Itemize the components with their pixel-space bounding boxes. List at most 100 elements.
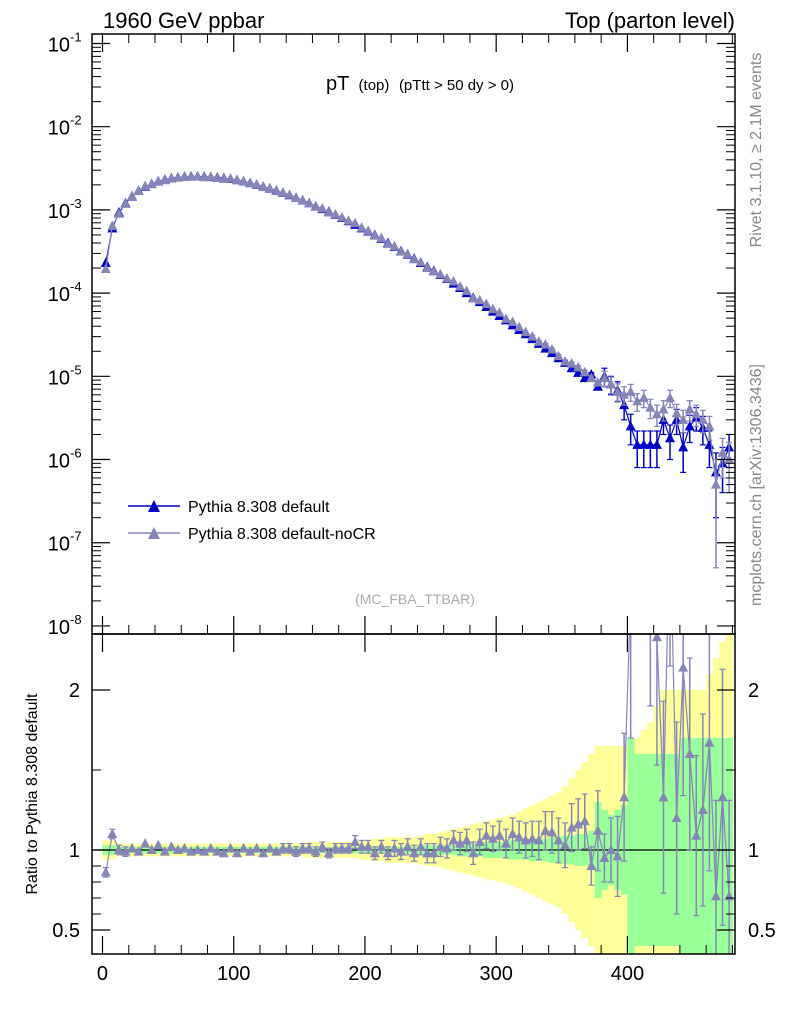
- title-sub2: (pTtt > 50 dy > 0): [399, 77, 514, 94]
- ratio-point-61: [501, 838, 512, 848]
- point-1-56: [468, 293, 479, 303]
- point-1-84: [651, 408, 662, 419]
- point-1-17: [212, 172, 223, 182]
- ratio-point-92: [704, 737, 715, 747]
- ratio-point-45: [396, 846, 407, 856]
- point-1-14: [192, 170, 203, 181]
- ratio-point-54: [455, 838, 466, 848]
- point-1-10: [166, 172, 177, 182]
- point-1-46: [402, 248, 413, 259]
- ytick-exp-1: -2: [70, 113, 82, 128]
- ratio-point-18: [218, 847, 229, 858]
- point-1-71: [566, 358, 577, 368]
- ratio-point-60: [494, 830, 505, 840]
- point-1-75: [592, 377, 603, 387]
- point-1-15: [199, 171, 210, 182]
- point-1-94: [717, 447, 728, 457]
- ratio-point-24: [258, 847, 269, 858]
- point-1-24: [258, 181, 269, 192]
- rtick-label-r-0: 2: [748, 680, 759, 702]
- ratio-point-17: [212, 846, 223, 856]
- ratio-point-49: [422, 847, 433, 858]
- point-1-61: [501, 313, 512, 323]
- ratio-point-50: [428, 847, 439, 858]
- legend-label-nocr: Pythia 8.308 default-noCR: [188, 526, 376, 543]
- point-1-43: [382, 238, 393, 248]
- point-1-4: [127, 190, 138, 200]
- point-1-85: [658, 403, 669, 414]
- title-main: pT: [326, 73, 349, 95]
- ratio-point-68: [546, 826, 557, 837]
- legend: Pythia 8.308 default Pythia 8.308 defaul…: [128, 499, 376, 543]
- ratio-point-39: [356, 841, 367, 851]
- ratio-point-1: [107, 828, 118, 838]
- ratio-point-48: [415, 841, 426, 851]
- ratio-point-41: [369, 847, 380, 858]
- ratio-point-37: [343, 842, 354, 853]
- xtick-label-1: 100: [217, 963, 250, 985]
- ratio-point-84: [651, 634, 662, 642]
- point-0-0: [100, 257, 111, 268]
- ratio-point-0: [100, 866, 111, 877]
- ratio-point-46: [402, 841, 413, 851]
- ratio-point-57: [474, 836, 485, 846]
- point-1-69: [553, 350, 564, 361]
- ratio-point-72: [573, 818, 584, 829]
- xtick-label-4: 400: [611, 963, 644, 985]
- point-1-47: [409, 253, 420, 264]
- point-1-59: [487, 303, 498, 314]
- point-1-37: [343, 215, 354, 225]
- process-label: Top (parton level): [565, 8, 735, 33]
- point-1-66: [533, 336, 544, 346]
- point-1-33: [317, 202, 328, 213]
- ratio-point-36: [336, 842, 347, 853]
- ratio-point-90: [691, 830, 702, 840]
- ytick-exp-7: -8: [70, 612, 82, 627]
- point-1-89: [684, 403, 695, 414]
- point-1-34: [323, 207, 334, 217]
- ratio-point-77: [605, 844, 616, 854]
- point-1-0: [100, 263, 111, 273]
- ratio-point-78: [612, 850, 623, 861]
- band-green-88: [679, 738, 687, 954]
- ratio-point-9: [159, 846, 170, 856]
- ratio-point-30: [297, 842, 308, 853]
- point-1-51: [435, 268, 446, 279]
- ratio-point-44: [389, 842, 400, 853]
- point-1-62: [507, 316, 518, 326]
- point-1-31: [304, 197, 315, 208]
- ratio-point-71: [566, 822, 577, 832]
- ratio-point-93: [710, 890, 721, 901]
- ratio-point-70: [560, 839, 571, 850]
- ratio-point-12: [179, 842, 190, 853]
- ratio-point-3: [120, 846, 131, 856]
- point-1-80: [625, 386, 636, 396]
- rivet-label: Rivet 3.1.10, ≥ 2.1M events: [748, 53, 765, 248]
- point-1-7: [146, 178, 157, 189]
- xtick-label-2: 200: [348, 963, 381, 985]
- ratio-point-91: [697, 804, 708, 814]
- point-1-13: [186, 171, 197, 181]
- point-1-30: [297, 194, 308, 205]
- point-0-86: [665, 432, 676, 443]
- plot-title: pT (top) (pTtt > 50 dy > 0): [326, 73, 514, 95]
- point-1-29: [291, 192, 302, 202]
- point-1-78: [612, 386, 623, 396]
- point-1-21: [238, 175, 249, 186]
- point-1-88: [678, 414, 689, 424]
- ratio-point-6: [140, 838, 151, 848]
- ratio-point-88: [678, 662, 689, 672]
- point-0-82: [638, 439, 649, 449]
- ratio-point-63: [514, 831, 525, 842]
- ratio-point-76: [599, 852, 610, 862]
- point-1-39: [356, 222, 367, 232]
- point-1-70: [560, 356, 571, 366]
- ratio-point-67: [540, 825, 551, 835]
- series-line-0: [105, 175, 730, 474]
- rtick-label-0: 2: [69, 680, 80, 702]
- point-1-2: [113, 208, 124, 218]
- point-1-3: [120, 198, 131, 208]
- point-1-68: [546, 344, 557, 354]
- point-1-93: [710, 479, 721, 489]
